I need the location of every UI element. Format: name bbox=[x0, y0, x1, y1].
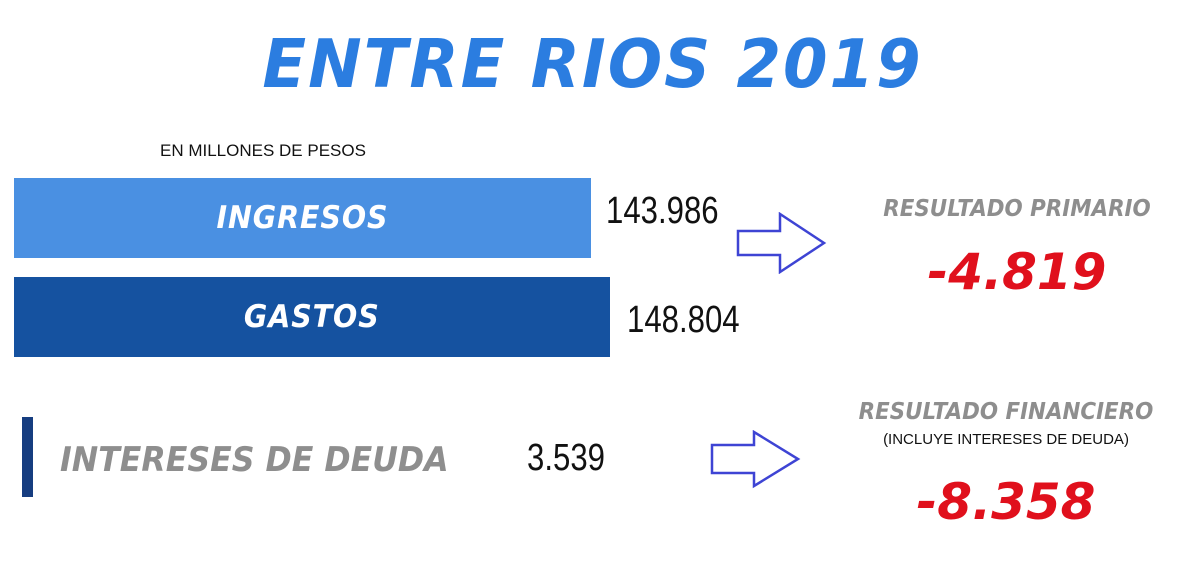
units-note: EN MILLONES DE PESOS bbox=[160, 141, 366, 160]
resultado-primario-value: -4.819 bbox=[927, 243, 1107, 301]
intereses-label: INTERESES DE DEUDA bbox=[60, 440, 449, 480]
resultado-primario-label: RESULTADO PRIMARIO bbox=[883, 196, 1151, 222]
intereses-marker bbox=[22, 417, 33, 497]
resultado-financiero-value: -8.358 bbox=[916, 473, 1096, 531]
bar-ingresos: INGRESOS bbox=[14, 178, 591, 258]
arrow-right-outline-icon bbox=[710, 430, 801, 489]
bar-ingresos-label: INGRESOS bbox=[216, 200, 389, 236]
resultado-financiero-note: (INCLUYE INTERESES DE DEUDA) bbox=[883, 431, 1129, 448]
bar-gastos-value: 148.804 bbox=[627, 299, 740, 341]
resultado-financiero-label: RESULTADO FINANCIERO bbox=[858, 399, 1154, 425]
intereses-value: 3.539 bbox=[527, 437, 605, 479]
bar-ingresos-value: 143.986 bbox=[606, 190, 719, 232]
bar-gastos-label: GASTOS bbox=[244, 299, 380, 335]
chart-title: ENTRE RIOS 2019 bbox=[262, 26, 923, 104]
arrow-right-outline-icon bbox=[736, 212, 827, 274]
bar-gastos: GASTOS bbox=[14, 277, 610, 357]
